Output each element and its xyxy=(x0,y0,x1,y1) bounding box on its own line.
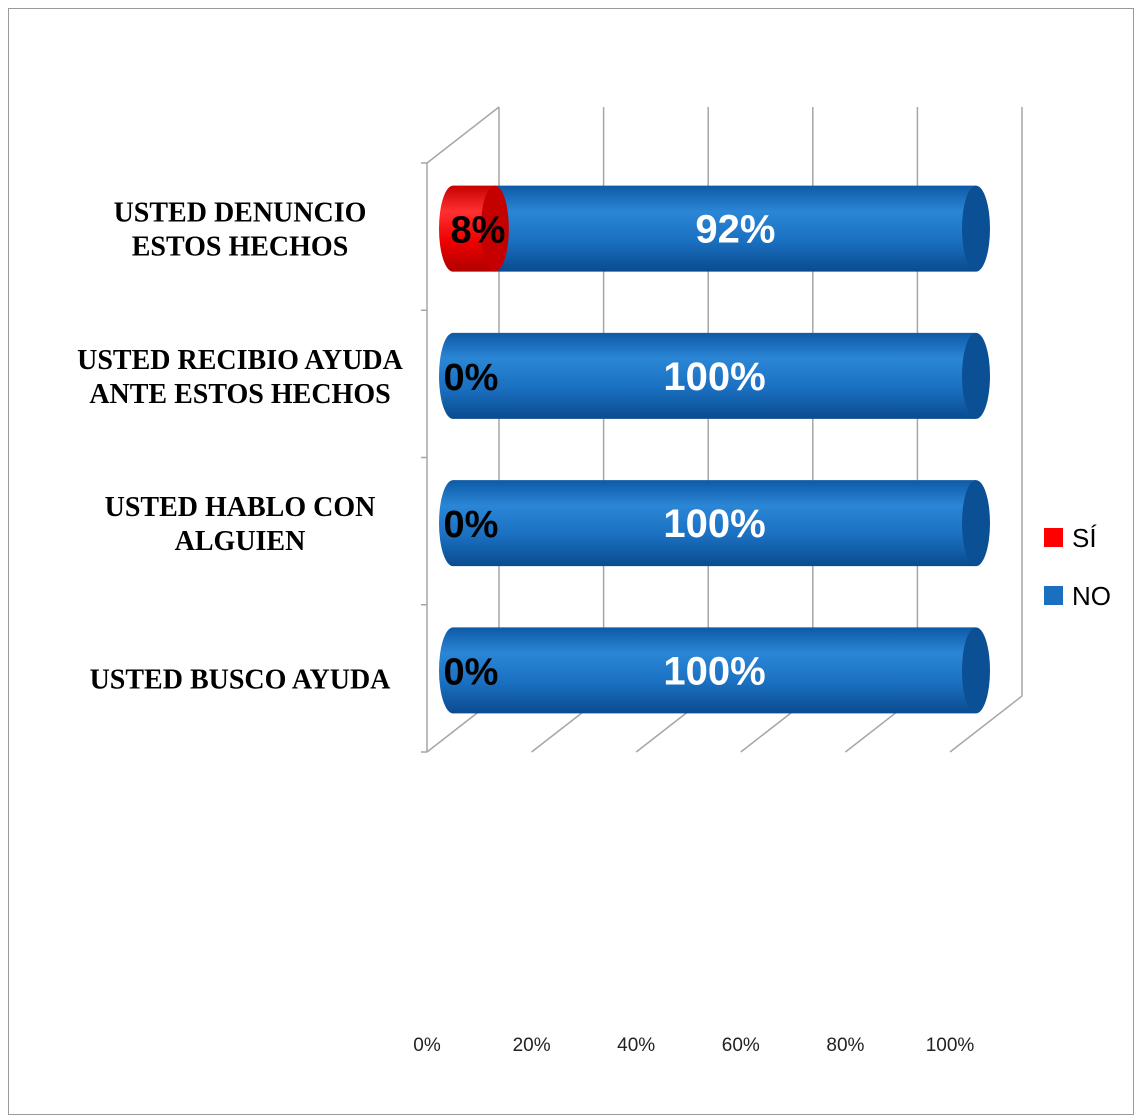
x-tick-label: 100% xyxy=(926,1035,975,1056)
category-label: USTED HABLO CON xyxy=(105,492,376,523)
bar-no xyxy=(453,480,976,567)
legend-label: NO xyxy=(1072,581,1111,611)
legend: SÍ NO xyxy=(1044,523,1111,611)
x-tick-label: 80% xyxy=(826,1035,864,1056)
category-label: USTED RECIBIO AYUDA xyxy=(77,345,403,376)
bar-si-cap xyxy=(480,185,509,272)
legend-label: SÍ xyxy=(1072,523,1097,553)
bar-no xyxy=(453,627,976,714)
bar-no-end xyxy=(439,480,467,567)
x-tick-label: 0% xyxy=(413,1035,441,1056)
floor-gridline xyxy=(949,695,1023,753)
bar-si-end xyxy=(439,185,467,272)
bar-no-cap xyxy=(962,332,990,419)
bar-no xyxy=(453,332,976,419)
category-label: ALGUIEN xyxy=(175,526,306,557)
data-label-no: 92% xyxy=(695,208,775,252)
x-axis-ticks: 0% 20% 40% 60% 80% 100% xyxy=(413,1035,974,1056)
category-label: USTED DENUNCIO xyxy=(114,198,367,229)
side-wall-top-edge xyxy=(426,106,500,164)
data-label-si: 0% xyxy=(444,504,499,546)
bar-no-cap xyxy=(962,480,990,567)
bars: 8% 92% 0% 100% 0% 100% 0% 100% xyxy=(439,185,990,714)
legend-swatch xyxy=(1044,586,1063,605)
bar-no-end xyxy=(439,627,467,714)
category-label: USTED BUSCO AYUDA xyxy=(90,664,392,695)
data-label-no: 100% xyxy=(663,502,765,546)
data-label-si: 0% xyxy=(444,357,499,399)
category-label: ANTE ESTOS HECHOS xyxy=(89,379,390,410)
bar-no-cap xyxy=(962,185,990,272)
data-label-no: 100% xyxy=(663,355,765,399)
bar-no xyxy=(494,185,976,272)
data-label-si: 0% xyxy=(444,651,499,693)
bar-no-end xyxy=(439,332,467,419)
x-tick-label: 60% xyxy=(722,1035,760,1056)
legend-swatch xyxy=(1044,528,1063,547)
category-label: ESTOS HECHOS xyxy=(132,232,349,263)
x-tick-label: 40% xyxy=(617,1035,655,1056)
data-label-si: 8% xyxy=(450,210,505,252)
bar-no-cap xyxy=(962,627,990,714)
x-tick-label: 20% xyxy=(513,1035,551,1056)
data-label-no: 100% xyxy=(663,649,765,693)
